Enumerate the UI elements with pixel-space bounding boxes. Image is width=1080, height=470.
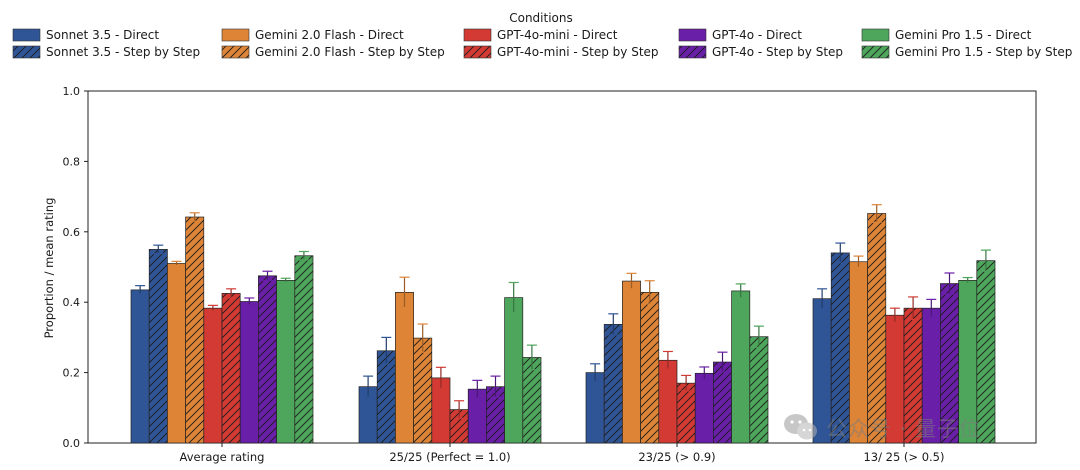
wechat-icon — [784, 414, 817, 440]
bar — [167, 263, 186, 444]
watermark: 公众号 · 量子位 — [782, 408, 1052, 448]
legend: Conditions Sonnet 3.5 - Direct Sonnet 3.5… — [12, 11, 1072, 59]
legend-entry: Gemini Pro 1.5 - Direct — [895, 28, 1032, 42]
watermark-text: 公众号 · 量子位 — [826, 417, 982, 441]
y-axis-label: Proportion / mean rating — [42, 198, 56, 339]
legend-swatch — [463, 45, 492, 59]
bar — [585, 372, 605, 444]
legend-swatch — [463, 28, 492, 42]
bar — [413, 337, 433, 444]
bar — [622, 280, 641, 444]
y-tick-label: 0.2 — [63, 367, 81, 380]
x-tick-label: 13/ 25 (> 0.5) — [863, 450, 944, 464]
legend-entry: GPT-4o - Direct — [712, 28, 802, 42]
legend-swatch — [861, 28, 890, 42]
legend-swatch — [12, 45, 41, 59]
bar — [258, 275, 277, 444]
bar — [694, 372, 714, 444]
bar — [713, 361, 732, 444]
bar — [749, 336, 769, 444]
bar — [395, 291, 414, 444]
bar — [239, 301, 259, 444]
bar — [504, 297, 524, 444]
legend-entry: GPT-4o - Step by Step — [712, 45, 843, 59]
legend-swatch — [861, 45, 890, 59]
bar — [640, 291, 660, 444]
legend-entry: Sonnet 3.5 - Step by Step — [46, 45, 200, 59]
bar — [658, 359, 678, 444]
bar — [603, 324, 623, 444]
bar — [203, 307, 223, 444]
bar — [148, 249, 168, 444]
legend-entry: Gemini Pro 1.5 - Step by Step — [895, 45, 1072, 59]
x-tick-label: 23/25 (> 0.9) — [638, 450, 715, 464]
bar — [276, 280, 296, 444]
x-tick-label: Average rating — [180, 450, 265, 464]
legend-swatch — [678, 45, 707, 59]
legend-swatch — [221, 45, 250, 59]
legend-entry: Gemini 2.0 Flash - Direct — [255, 28, 404, 42]
legend-title: Conditions — [509, 11, 573, 25]
legend-entry: Sonnet 3.5 - Direct — [46, 28, 159, 42]
y-tick-label: 0.0 — [63, 437, 81, 450]
legend-swatch — [221, 28, 250, 42]
bar — [676, 382, 696, 444]
legend-swatch — [12, 28, 41, 42]
y-tick-label: 0.8 — [63, 155, 81, 168]
plot-area: 0.0 0.2 0.4 0.6 0.8 1.0 Average rating 25/25 (P… — [63, 85, 1037, 464]
y-tick-label: 0.6 — [63, 226, 81, 239]
axes-frame — [87, 90, 1037, 444]
legend-entry: GPT-4o-mini - Step by Step — [497, 45, 659, 59]
bar — [731, 290, 751, 444]
bar — [221, 293, 241, 444]
legend-entry: Gemini 2.0 Flash - Step by Step — [255, 45, 445, 59]
bar — [294, 255, 314, 444]
bar — [130, 289, 150, 444]
x-tick-label: 25/25 (Perfect = 1.0) — [389, 450, 510, 464]
y-tick-label: 0.4 — [63, 296, 81, 309]
legend-entry: GPT-4o-mini - Direct — [497, 28, 618, 42]
legend-swatch — [678, 28, 707, 42]
bar — [185, 216, 205, 444]
y-tick-label: 1.0 — [63, 85, 81, 98]
